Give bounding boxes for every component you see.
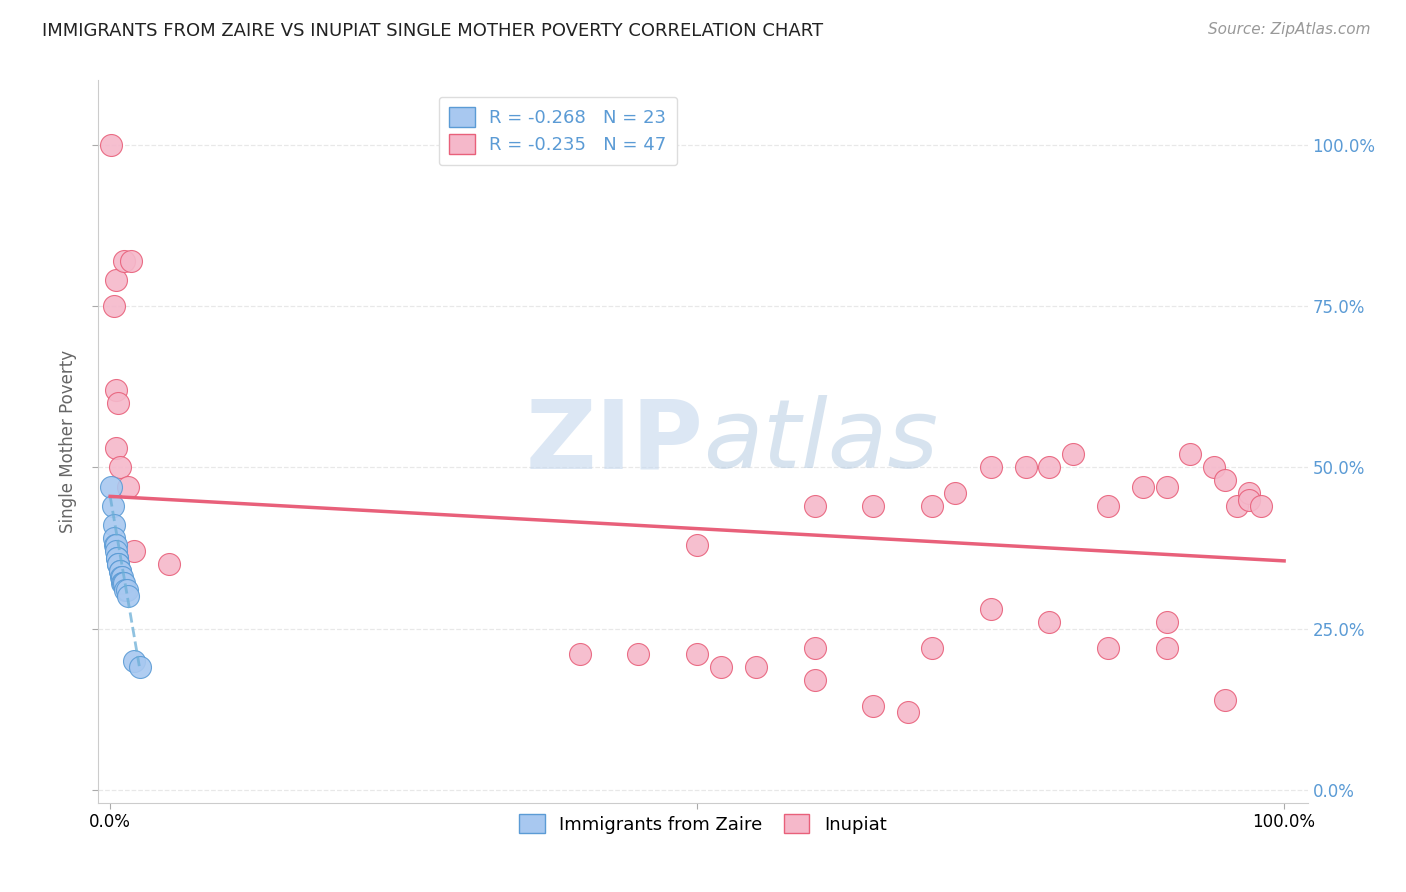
- Point: [897, 706, 920, 720]
- Point: [105, 544, 128, 558]
- Point: [1215, 692, 1237, 706]
- Point: [980, 602, 1002, 616]
- Point: [108, 564, 131, 578]
- Point: [108, 564, 131, 578]
- Point: [105, 273, 128, 287]
- Point: [122, 544, 145, 558]
- Point: [627, 648, 650, 662]
- Point: [1038, 615, 1060, 630]
- Point: [105, 550, 128, 565]
- Point: [110, 570, 132, 584]
- Point: [980, 460, 1002, 475]
- Point: [1062, 447, 1084, 461]
- Point: [1132, 480, 1154, 494]
- Y-axis label: Single Mother Poverty: Single Mother Poverty: [59, 350, 77, 533]
- Text: atlas: atlas: [703, 395, 938, 488]
- Point: [945, 486, 967, 500]
- Point: [1250, 499, 1272, 513]
- Point: [103, 518, 125, 533]
- Point: [710, 660, 733, 674]
- Point: [107, 557, 129, 571]
- Point: [686, 648, 709, 662]
- Point: [115, 582, 138, 597]
- Point: [1180, 447, 1202, 461]
- Point: [803, 673, 825, 688]
- Point: [111, 576, 134, 591]
- Point: [1038, 460, 1060, 475]
- Point: [111, 570, 134, 584]
- Point: [108, 460, 131, 475]
- Legend: Immigrants from Zaire, Inupiat: Immigrants from Zaire, Inupiat: [512, 806, 894, 841]
- Point: [157, 557, 180, 571]
- Point: [1215, 473, 1237, 487]
- Point: [117, 590, 139, 604]
- Point: [1156, 615, 1178, 630]
- Text: ZIP: ZIP: [524, 395, 703, 488]
- Point: [105, 538, 128, 552]
- Point: [101, 499, 124, 513]
- Text: IMMIGRANTS FROM ZAIRE VS INUPIAT SINGLE MOTHER POVERTY CORRELATION CHART: IMMIGRANTS FROM ZAIRE VS INUPIAT SINGLE …: [42, 22, 824, 40]
- Point: [114, 582, 136, 597]
- Point: [105, 441, 128, 455]
- Point: [1097, 640, 1119, 655]
- Point: [1156, 480, 1178, 494]
- Point: [104, 538, 127, 552]
- Point: [745, 660, 768, 674]
- Point: [103, 299, 125, 313]
- Point: [686, 538, 709, 552]
- Point: [1015, 460, 1038, 475]
- Point: [1226, 499, 1249, 513]
- Point: [122, 654, 145, 668]
- Point: [568, 648, 591, 662]
- Point: [105, 383, 128, 397]
- Point: [803, 499, 825, 513]
- Point: [862, 699, 884, 714]
- Point: [100, 480, 122, 494]
- Point: [1156, 640, 1178, 655]
- Point: [1097, 499, 1119, 513]
- Point: [120, 254, 142, 268]
- Point: [803, 640, 825, 655]
- Text: Source: ZipAtlas.com: Source: ZipAtlas.com: [1208, 22, 1371, 37]
- Point: [112, 576, 135, 591]
- Point: [112, 576, 135, 591]
- Point: [1237, 492, 1260, 507]
- Point: [921, 640, 943, 655]
- Point: [107, 396, 129, 410]
- Point: [117, 480, 139, 494]
- Point: [1237, 486, 1260, 500]
- Point: [105, 550, 128, 565]
- Point: [103, 531, 125, 545]
- Point: [107, 557, 129, 571]
- Point: [921, 499, 943, 513]
- Point: [1202, 460, 1225, 475]
- Point: [862, 499, 884, 513]
- Point: [100, 137, 122, 152]
- Point: [128, 660, 150, 674]
- Point: [112, 254, 135, 268]
